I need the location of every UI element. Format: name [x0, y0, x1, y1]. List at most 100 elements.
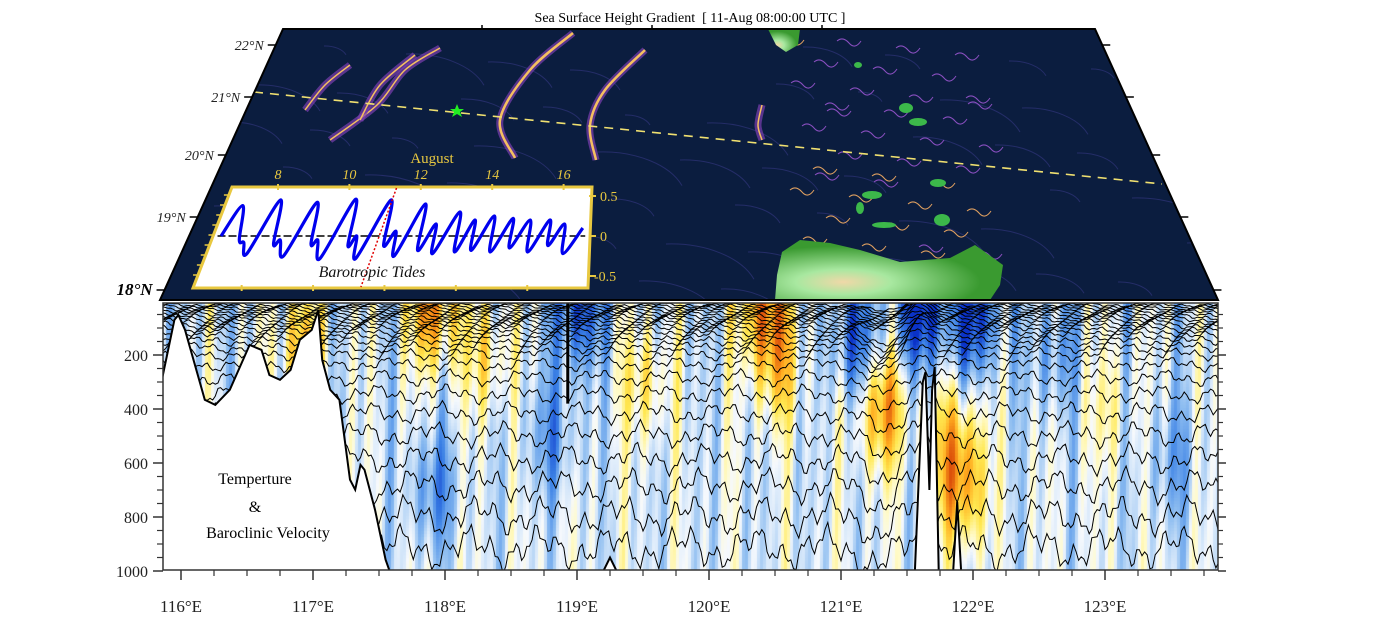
inset-title: Barotropic Tides	[319, 264, 426, 281]
turbulence-streak	[965, 95, 991, 104]
wave-texture	[405, 53, 485, 86]
internal-wave-front	[359, 54, 416, 121]
turbulence-streak	[789, 187, 815, 196]
turbulence-streak	[873, 179, 899, 188]
internal-wave-front	[498, 32, 574, 159]
depth-tick-label: 200	[124, 348, 148, 365]
wave-texture	[775, 83, 815, 100]
isotherm-line	[163, 314, 1218, 347]
map-frame	[158, 28, 1220, 301]
wave-texture	[542, 106, 583, 123]
turbulence-streak	[813, 59, 839, 68]
turbulence-streak	[942, 116, 968, 125]
turbulence-streak	[895, 45, 921, 54]
depth-tick-label: 1000	[116, 564, 148, 581]
isotherm-line	[163, 354, 1218, 382]
isotherm-line	[163, 312, 1218, 334]
turbulence-streak	[790, 80, 816, 89]
wave-texture	[1035, 273, 1085, 294]
isotherm-line	[163, 328, 1218, 365]
turbulence-streak	[837, 151, 863, 160]
island	[854, 62, 862, 68]
wave-texture	[980, 228, 1055, 259]
depth-tick-label: 400	[124, 402, 148, 419]
wave-texture	[1117, 281, 1153, 296]
wave-texture	[761, 167, 819, 191]
section-panel: 200 400 600 800 1000 116°E 117°E 118°E 119°E 120°…	[116, 302, 1226, 616]
wave-texture	[199, 39, 221, 49]
wave-texture	[569, 69, 621, 91]
turbulence-streak	[824, 102, 850, 111]
inset-x-tick-label: 8	[275, 168, 282, 183]
wave-texture	[323, 45, 347, 56]
wave-texture	[1008, 60, 1047, 77]
figure-title: Sea Surface Height Gradient [ 11-Aug 08:…	[535, 11, 846, 26]
barotropic-tides-inset: 8 10 12 14 16 0.5 0 -0.5 August Barotropic Tides	[190, 151, 618, 291]
inset-y-tick-label: 0	[600, 230, 607, 245]
turbulence-streak	[967, 101, 993, 110]
turbulence-streak	[814, 172, 840, 181]
wave-texture	[734, 204, 781, 224]
wave-texture	[1145, 113, 1215, 142]
wave-texture	[994, 144, 1051, 168]
depth-tick-label: 800	[124, 510, 148, 527]
wave-texture	[843, 175, 887, 194]
inset-x-tick-label: 10	[342, 168, 356, 183]
island	[856, 202, 864, 214]
turbulence-streak	[908, 94, 934, 103]
lon-tick-label: 118°E	[424, 597, 466, 616]
isotherm-line	[163, 344, 1218, 374]
wave-texture	[638, 280, 717, 300]
lon-tick-label: 121°E	[820, 597, 863, 616]
wave-texture	[884, 54, 921, 70]
isotherm-line	[163, 303, 1218, 315]
island	[872, 222, 896, 228]
lat-label: 19°N	[157, 211, 187, 226]
section-label-line2: &	[249, 499, 262, 516]
bathymetry-line	[163, 309, 1218, 570]
lat-label: 20°N	[185, 149, 215, 164]
depth-tick-label: 600	[124, 456, 148, 473]
isotherm-line	[163, 310, 1218, 327]
lon-tick-label: 119°E	[556, 597, 598, 616]
wave-texture	[679, 159, 751, 189]
turbulence-streak	[954, 52, 980, 61]
lon-tick-label: 123°E	[1084, 597, 1127, 616]
wave-texture	[898, 220, 987, 257]
inset-x-tick-label: 12	[414, 168, 428, 183]
internal-wave-front	[329, 47, 441, 141]
section-label-line3: Baroclinic Velocity	[206, 525, 330, 542]
turbulence-streak	[920, 250, 946, 259]
turbulence-streak	[848, 194, 874, 203]
turbulence-streak	[919, 137, 945, 146]
wave-texture	[720, 288, 785, 300]
wave-texture	[665, 243, 755, 280]
turbulence-streak	[825, 215, 851, 224]
lat-label: 22°N	[235, 39, 265, 54]
tide-series-line	[219, 197, 585, 262]
wave-texture	[597, 151, 683, 186]
isotherm-line	[163, 303, 1218, 323]
lon-tick-label: 116°E	[160, 597, 202, 616]
island	[934, 214, 950, 226]
luzon-land	[775, 240, 1003, 300]
turbulence-streak	[918, 244, 944, 253]
lon-tick-label: 117°E	[292, 597, 334, 616]
isotherm-line	[163, 322, 1218, 359]
isotherm-line	[163, 305, 1218, 325]
turbulence-streak	[931, 73, 957, 82]
turbulence-streak	[836, 38, 862, 47]
current-time-marker	[360, 187, 398, 288]
wave-texture	[1076, 152, 1119, 170]
turbulence-streak	[896, 158, 922, 167]
seafloor-fill	[163, 309, 962, 570]
turbulence-streak	[883, 109, 909, 118]
turbulence-streak	[826, 108, 852, 117]
island	[899, 103, 913, 113]
inset-x-tick-label: 14	[485, 168, 499, 183]
wave-texture	[282, 166, 313, 179]
turbulence-streak	[907, 201, 933, 210]
turbulence-streak	[943, 229, 969, 238]
wave-texture	[1021, 107, 1089, 135]
island	[930, 179, 946, 187]
